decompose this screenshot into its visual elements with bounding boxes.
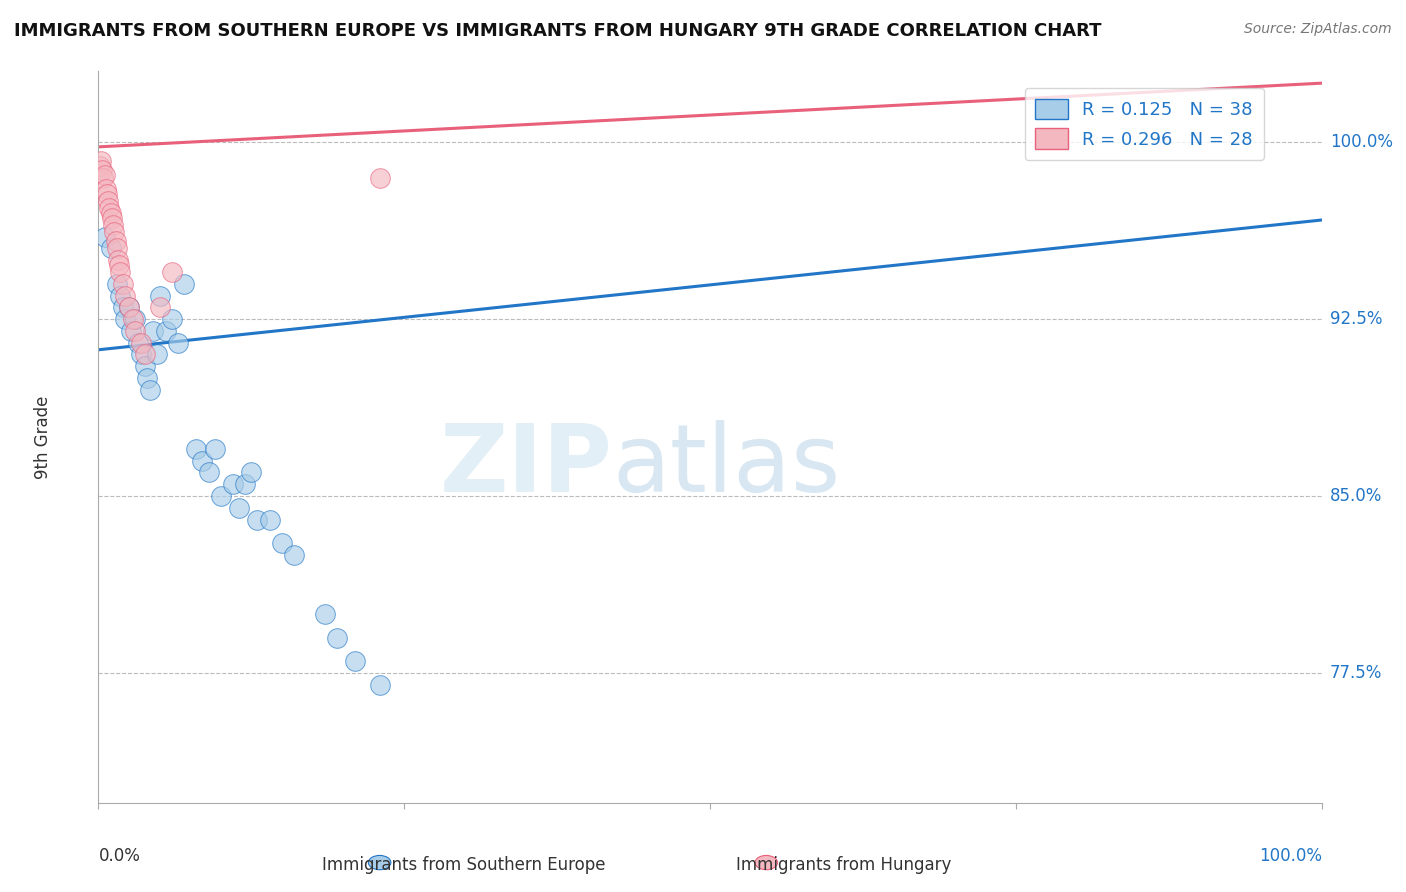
Point: [104, 234, 127, 248]
Point: [149, 288, 172, 302]
Point: [270, 536, 294, 550]
Point: [314, 607, 336, 621]
Point: [94, 182, 117, 196]
Point: [120, 324, 142, 338]
Point: [93, 168, 115, 182]
Point: [103, 225, 125, 239]
Text: atlas: atlas: [612, 420, 841, 512]
Text: 85.0%: 85.0%: [1330, 487, 1382, 505]
Point: [146, 347, 169, 361]
Text: 100.0%: 100.0%: [1330, 133, 1393, 151]
Text: Immigrants from Hungary: Immigrants from Hungary: [735, 856, 952, 874]
Point: [160, 312, 183, 326]
Point: [111, 301, 134, 315]
Point: [100, 206, 122, 220]
Point: [111, 277, 134, 291]
Point: [105, 241, 128, 255]
Point: [100, 241, 122, 255]
Point: [105, 277, 128, 291]
Point: [368, 170, 391, 185]
Point: [118, 301, 141, 315]
Point: [142, 324, 165, 338]
Point: [197, 466, 219, 480]
Point: [91, 163, 114, 178]
Text: Immigrants from Southern Europe: Immigrants from Southern Europe: [322, 856, 606, 874]
Legend: R = 0.125   N = 38, R = 0.296   N = 28: R = 0.125 N = 38, R = 0.296 N = 28: [1025, 87, 1264, 160]
Point: [97, 194, 120, 208]
Point: [96, 187, 118, 202]
Point: [134, 359, 156, 374]
Text: 0.0%: 0.0%: [98, 847, 141, 864]
Point: [98, 201, 121, 215]
Text: 92.5%: 92.5%: [1330, 310, 1382, 328]
Point: [149, 301, 172, 315]
Text: 9th Grade: 9th Grade: [34, 395, 52, 479]
Point: [121, 312, 143, 326]
Point: [110, 288, 132, 302]
Point: [108, 258, 131, 272]
Point: [326, 631, 349, 645]
Point: [107, 253, 129, 268]
Text: IMMIGRANTS FROM SOUTHERN EUROPE VS IMMIGRANTS FROM HUNGARY 9TH GRADE CORRELATION: IMMIGRANTS FROM SOUTHERN EUROPE VS IMMIG…: [14, 22, 1101, 40]
Point: [127, 335, 149, 350]
Point: [191, 453, 214, 467]
Point: [259, 513, 281, 527]
Point: [101, 211, 124, 225]
Point: [209, 489, 232, 503]
Point: [173, 277, 195, 291]
Point: [118, 301, 141, 315]
Point: [91, 170, 114, 185]
Point: [344, 654, 367, 668]
Point: [233, 477, 256, 491]
Point: [240, 466, 263, 480]
Point: [283, 548, 305, 562]
Point: [124, 324, 146, 338]
Text: Source: ZipAtlas.com: Source: ZipAtlas.com: [1244, 22, 1392, 37]
Point: [139, 383, 162, 397]
Text: ZIP: ZIP: [439, 420, 612, 512]
Point: [114, 288, 136, 302]
Point: [155, 324, 177, 338]
Point: [110, 265, 132, 279]
Point: [101, 218, 124, 232]
Point: [246, 513, 269, 527]
Point: [114, 312, 136, 326]
Point: [368, 678, 391, 692]
Point: [228, 500, 250, 515]
Point: [129, 347, 152, 361]
Point: [124, 312, 146, 326]
Point: [129, 335, 152, 350]
Point: [186, 442, 208, 456]
Point: [134, 347, 156, 361]
Text: 77.5%: 77.5%: [1330, 664, 1382, 682]
Point: [160, 265, 183, 279]
Text: 100.0%: 100.0%: [1258, 847, 1322, 864]
Point: [90, 154, 112, 169]
Point: [167, 335, 190, 350]
Point: [222, 477, 245, 491]
Point: [89, 159, 111, 173]
Point: [136, 371, 159, 385]
Point: [93, 229, 115, 244]
Point: [204, 442, 226, 456]
